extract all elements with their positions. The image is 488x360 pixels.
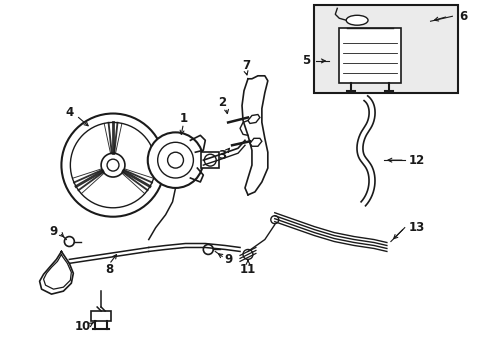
Circle shape <box>147 132 203 188</box>
Circle shape <box>64 237 74 247</box>
Text: 10: 10 <box>75 320 91 333</box>
Text: 1: 1 <box>179 112 187 125</box>
Text: 4: 4 <box>65 106 73 119</box>
Circle shape <box>70 122 155 208</box>
Text: 13: 13 <box>407 221 424 234</box>
Text: 9: 9 <box>49 225 58 238</box>
Circle shape <box>167 152 183 168</box>
Text: 6: 6 <box>458 10 467 23</box>
Bar <box>339 28 400 83</box>
Circle shape <box>157 142 193 178</box>
Bar <box>91 311 111 321</box>
Text: 3: 3 <box>218 149 226 162</box>
Text: 2: 2 <box>218 96 226 109</box>
Text: 12: 12 <box>407 154 424 167</box>
Text: 8: 8 <box>105 263 113 276</box>
Text: 5: 5 <box>302 54 310 67</box>
Circle shape <box>204 154 216 166</box>
Circle shape <box>107 159 119 171</box>
Circle shape <box>203 244 213 255</box>
Polygon shape <box>249 138 262 146</box>
Circle shape <box>243 249 252 260</box>
Circle shape <box>270 216 278 224</box>
Ellipse shape <box>346 15 367 25</box>
Bar <box>201 152 219 168</box>
Circle shape <box>101 153 124 177</box>
Text: 9: 9 <box>224 253 232 266</box>
Text: 11: 11 <box>239 263 256 276</box>
Text: 7: 7 <box>242 59 249 72</box>
Circle shape <box>61 113 164 217</box>
Bar <box>314 5 457 93</box>
Polygon shape <box>247 114 259 123</box>
